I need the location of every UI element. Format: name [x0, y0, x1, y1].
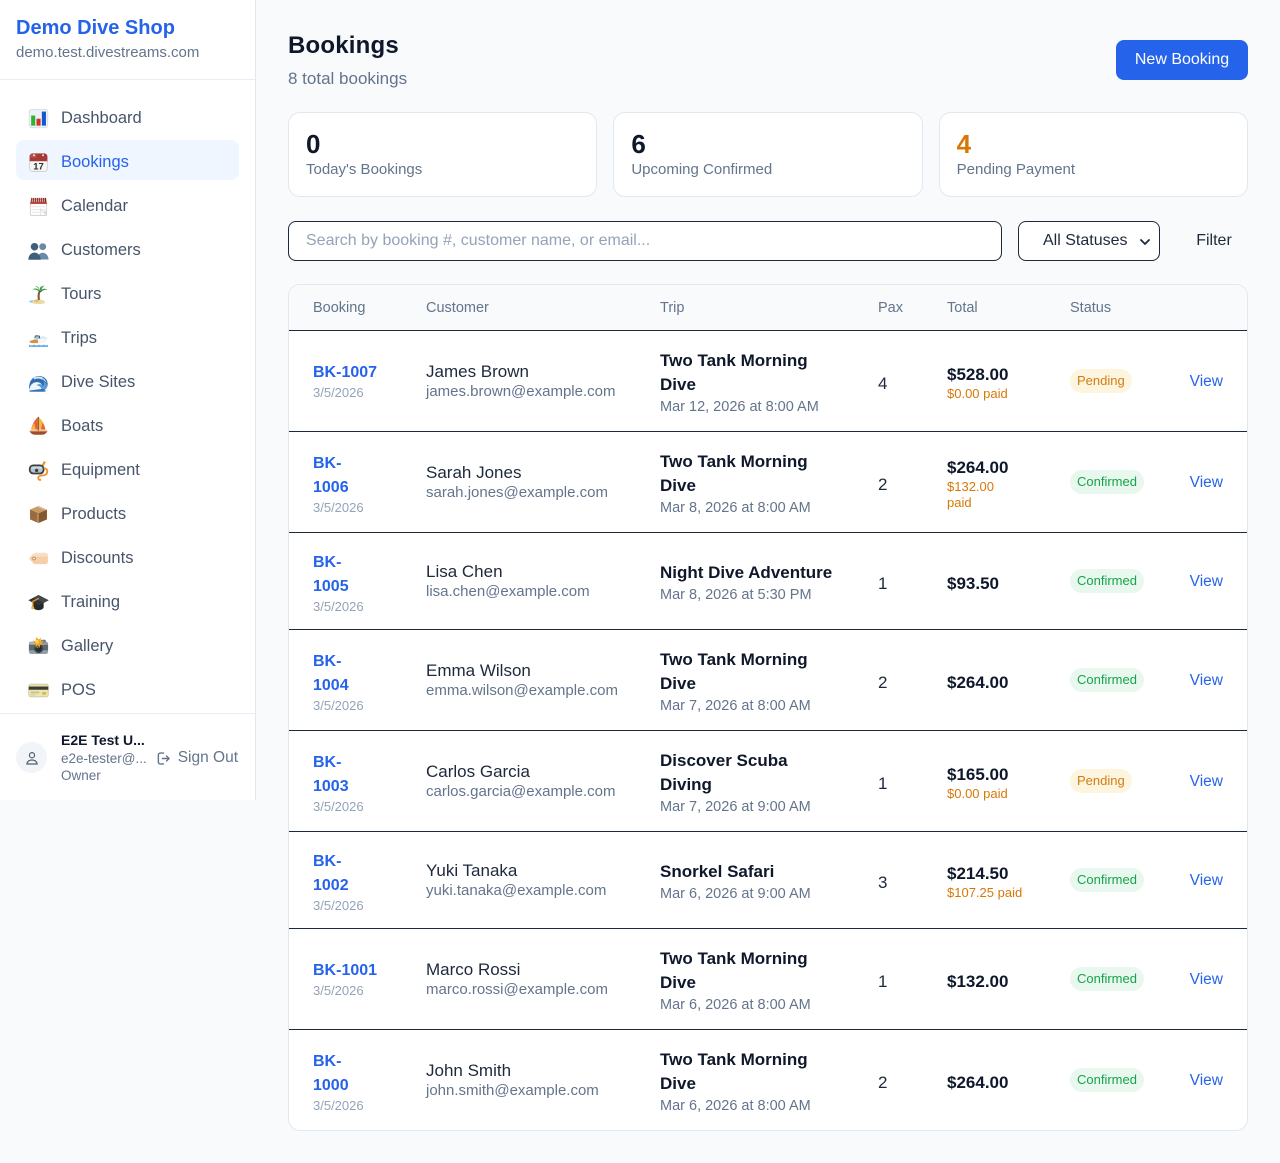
svg-text:17: 17: [33, 161, 44, 172]
